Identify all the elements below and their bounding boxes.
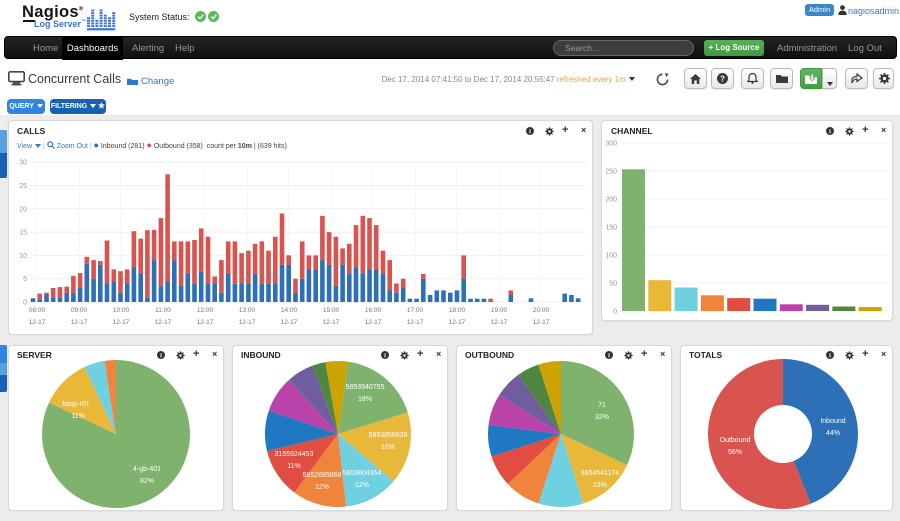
svg-text:10:00: 10:00 xyxy=(113,307,130,314)
svg-text:5854541174: 5854541174 xyxy=(581,470,620,477)
svg-text:32%: 32% xyxy=(595,414,609,421)
svg-text:Inbound: Inbound xyxy=(820,418,845,425)
svg-text:17:00: 17:00 xyxy=(407,307,424,314)
svg-text:0: 0 xyxy=(613,309,617,316)
svg-text:10: 10 xyxy=(19,253,27,260)
svg-text:11%: 11% xyxy=(287,463,301,470)
svg-text:3155924453: 3155924453 xyxy=(275,451,314,458)
svg-text:14:00: 14:00 xyxy=(281,307,298,314)
svg-text:Outbound: Outbound xyxy=(720,437,751,444)
svg-text:12-17: 12-17 xyxy=(281,319,298,326)
svg-text:08:00: 08:00 xyxy=(29,307,46,314)
svg-text:i: i xyxy=(160,353,162,359)
svg-text:12-17: 12-17 xyxy=(197,319,214,326)
svg-text:12-17: 12-17 xyxy=(155,319,172,326)
svg-text:12-17: 12-17 xyxy=(407,319,424,326)
svg-text:200: 200 xyxy=(605,197,617,204)
svg-text:150: 150 xyxy=(605,225,617,232)
svg-text:15:00: 15:00 xyxy=(323,307,340,314)
svg-text:50: 50 xyxy=(609,281,617,288)
svg-text:i: i xyxy=(608,353,610,359)
svg-text:5853940755: 5853940755 xyxy=(346,384,385,391)
svg-text:12-17: 12-17 xyxy=(533,319,550,326)
svg-text:5852685868: 5852685868 xyxy=(303,472,342,479)
svg-text:12-17: 12-17 xyxy=(71,319,88,326)
svg-text:13:00: 13:00 xyxy=(239,307,256,314)
svg-text:kasp-r01: kasp-r01 xyxy=(62,401,89,408)
svg-text:20: 20 xyxy=(19,206,27,213)
svg-text:12-17: 12-17 xyxy=(491,319,508,326)
svg-text:16%: 16% xyxy=(381,444,395,451)
svg-text:19:00: 19:00 xyxy=(491,307,508,314)
svg-text:11%: 11% xyxy=(71,413,85,420)
svg-text:56%: 56% xyxy=(728,449,742,456)
svg-text:18%: 18% xyxy=(358,396,372,403)
svg-text:?: ? xyxy=(720,74,725,83)
svg-text:71: 71 xyxy=(598,402,606,409)
svg-text:250: 250 xyxy=(605,169,617,176)
svg-text:12%: 12% xyxy=(315,484,329,491)
svg-text:30: 30 xyxy=(19,160,27,167)
svg-text:12-17: 12-17 xyxy=(29,319,46,326)
svg-text:82%: 82% xyxy=(140,478,154,485)
svg-text:300: 300 xyxy=(605,141,617,148)
svg-text:13%: 13% xyxy=(593,482,607,489)
svg-text:5: 5 xyxy=(23,276,27,283)
svg-text:4-gb-401: 4-gb-401 xyxy=(133,466,161,473)
svg-text:20:00: 20:00 xyxy=(533,307,550,314)
svg-text:11:00: 11:00 xyxy=(155,307,171,314)
svg-text:12-17: 12-17 xyxy=(323,319,340,326)
svg-text:i: i xyxy=(829,353,831,359)
svg-text:i: i xyxy=(384,353,386,359)
svg-text:12-17: 12-17 xyxy=(365,319,382,326)
svg-text:0: 0 xyxy=(23,300,27,307)
svg-text:18:00: 18:00 xyxy=(449,307,466,314)
svg-text:25: 25 xyxy=(19,183,27,190)
svg-text:5853604354: 5853604354 xyxy=(343,470,382,477)
svg-text:09:00: 09:00 xyxy=(71,307,88,314)
svg-text:12-17: 12-17 xyxy=(449,319,466,326)
svg-text:i: i xyxy=(529,129,531,135)
svg-text:12-17: 12-17 xyxy=(113,319,130,326)
svg-text:44%: 44% xyxy=(826,430,840,437)
svg-text:16:00: 16:00 xyxy=(365,307,382,314)
svg-text:5853856838: 5853856838 xyxy=(369,432,408,439)
svg-text:i: i xyxy=(829,129,831,135)
svg-text:12%: 12% xyxy=(355,482,369,489)
svg-text:100: 100 xyxy=(605,253,617,260)
svg-text:15: 15 xyxy=(19,230,27,237)
svg-text:12:00: 12:00 xyxy=(197,307,214,314)
svg-text:12-17: 12-17 xyxy=(239,319,256,326)
